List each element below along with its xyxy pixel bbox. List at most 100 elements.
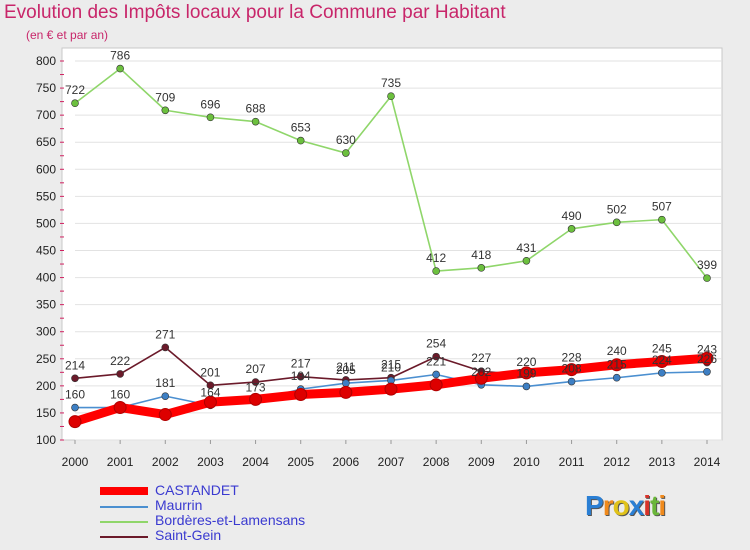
legend-label: Maurrin [155, 497, 203, 513]
data-label: 210 [381, 360, 401, 374]
data-point [703, 367, 711, 376]
data-label: 215 [381, 358, 401, 372]
data-label: 696 [200, 97, 220, 111]
data-point [294, 388, 308, 402]
data-point [658, 369, 666, 377]
data-point [342, 379, 350, 387]
data-point [522, 256, 531, 265]
data-point [71, 403, 79, 412]
data-label: 205 [336, 363, 356, 377]
data-point [612, 373, 621, 382]
data-label: 254 [426, 337, 446, 351]
data-point [158, 408, 172, 422]
data-point [161, 106, 170, 115]
data-point [116, 370, 124, 378]
data-point [474, 371, 488, 385]
x-tick-label: 2000 [62, 455, 89, 469]
y-tick-label: 350 [36, 298, 56, 312]
data-point [113, 401, 127, 415]
proxiti-logo: Proxiti [585, 490, 666, 522]
data-label: 490 [562, 209, 582, 223]
data-point [251, 117, 260, 126]
data-label: 164 [200, 385, 220, 399]
data-point [387, 92, 395, 100]
data-point [522, 382, 531, 391]
data-point [612, 218, 621, 227]
x-tick-label: 2002 [152, 455, 179, 469]
data-point [296, 372, 305, 381]
data-point [161, 343, 170, 352]
data-label: 181 [155, 376, 175, 390]
logo-letter: P [585, 490, 604, 521]
data-label: 173 [246, 380, 266, 394]
legend-label: Saint-Gein [155, 527, 222, 543]
data-label: 208 [562, 362, 582, 376]
data-point [567, 225, 576, 233]
y-tick-label: 450 [36, 244, 56, 258]
data-point [249, 392, 263, 406]
data-point [477, 264, 486, 272]
y-tick-label: 600 [36, 162, 56, 176]
chart-subtitle: (en € et par an) [26, 28, 109, 42]
data-label: 214 [65, 358, 85, 372]
data-point [206, 113, 215, 122]
x-tick-label: 2013 [649, 455, 676, 469]
data-point [71, 99, 79, 108]
data-label: 227 [471, 351, 491, 365]
logo-letter: t [650, 490, 659, 521]
y-tick-label: 500 [36, 216, 56, 230]
data-label: 431 [516, 241, 536, 255]
data-point [68, 415, 82, 429]
y-tick-label: 100 [36, 433, 56, 447]
data-point [296, 136, 305, 145]
data-point [567, 377, 576, 386]
chart-title: Evolution des Impôts locaux pour la Comm… [4, 2, 506, 23]
x-tick-label: 2011 [559, 455, 585, 469]
x-tick-label: 2009 [468, 455, 495, 469]
y-tick-label: 300 [36, 325, 56, 339]
y-tick-label: 800 [36, 54, 56, 68]
y-tick-label: 250 [36, 352, 56, 366]
y-tick-label: 150 [36, 406, 56, 420]
data-label: 243 [697, 343, 717, 357]
data-label: 220 [516, 355, 536, 369]
data-point [655, 354, 669, 368]
x-tick-label: 2010 [513, 455, 540, 469]
data-label: 226 [697, 352, 717, 366]
x-tick-label: 2003 [197, 455, 224, 469]
x-tick-label: 2012 [603, 455, 630, 469]
data-label: 630 [336, 133, 356, 147]
data-point [384, 382, 398, 396]
data-label: 221 [426, 354, 446, 368]
data-label: 507 [652, 200, 672, 214]
data-point [565, 363, 579, 377]
y-tick-label: 400 [36, 271, 56, 285]
x-tick-label: 2005 [287, 455, 314, 469]
data-point [703, 274, 711, 282]
y-tick-label: 650 [36, 135, 56, 149]
logo-letter: i [643, 490, 651, 521]
x-tick-label: 2001 [107, 455, 134, 469]
data-point [429, 378, 443, 392]
data-label: 228 [562, 351, 582, 365]
logo-letter: x [628, 490, 645, 521]
data-point [116, 64, 124, 73]
data-label: 412 [426, 251, 446, 265]
data-label: 194 [291, 369, 311, 383]
data-label: 224 [652, 353, 672, 367]
data-point [71, 374, 79, 383]
y-tick-label: 200 [36, 379, 56, 393]
data-label: 245 [652, 341, 672, 355]
data-point [161, 392, 170, 400]
x-tick-label: 2006 [333, 455, 360, 469]
data-point [206, 381, 215, 390]
x-tick-label: 2004 [242, 455, 269, 469]
data-point [203, 395, 217, 409]
legend-label: Bordères-et-Lamensans [155, 512, 306, 528]
data-label: 735 [381, 76, 401, 90]
y-tick-label: 700 [36, 108, 56, 122]
data-label: 199 [516, 366, 536, 380]
x-tick-label: 2014 [694, 455, 721, 469]
data-point [432, 352, 440, 361]
